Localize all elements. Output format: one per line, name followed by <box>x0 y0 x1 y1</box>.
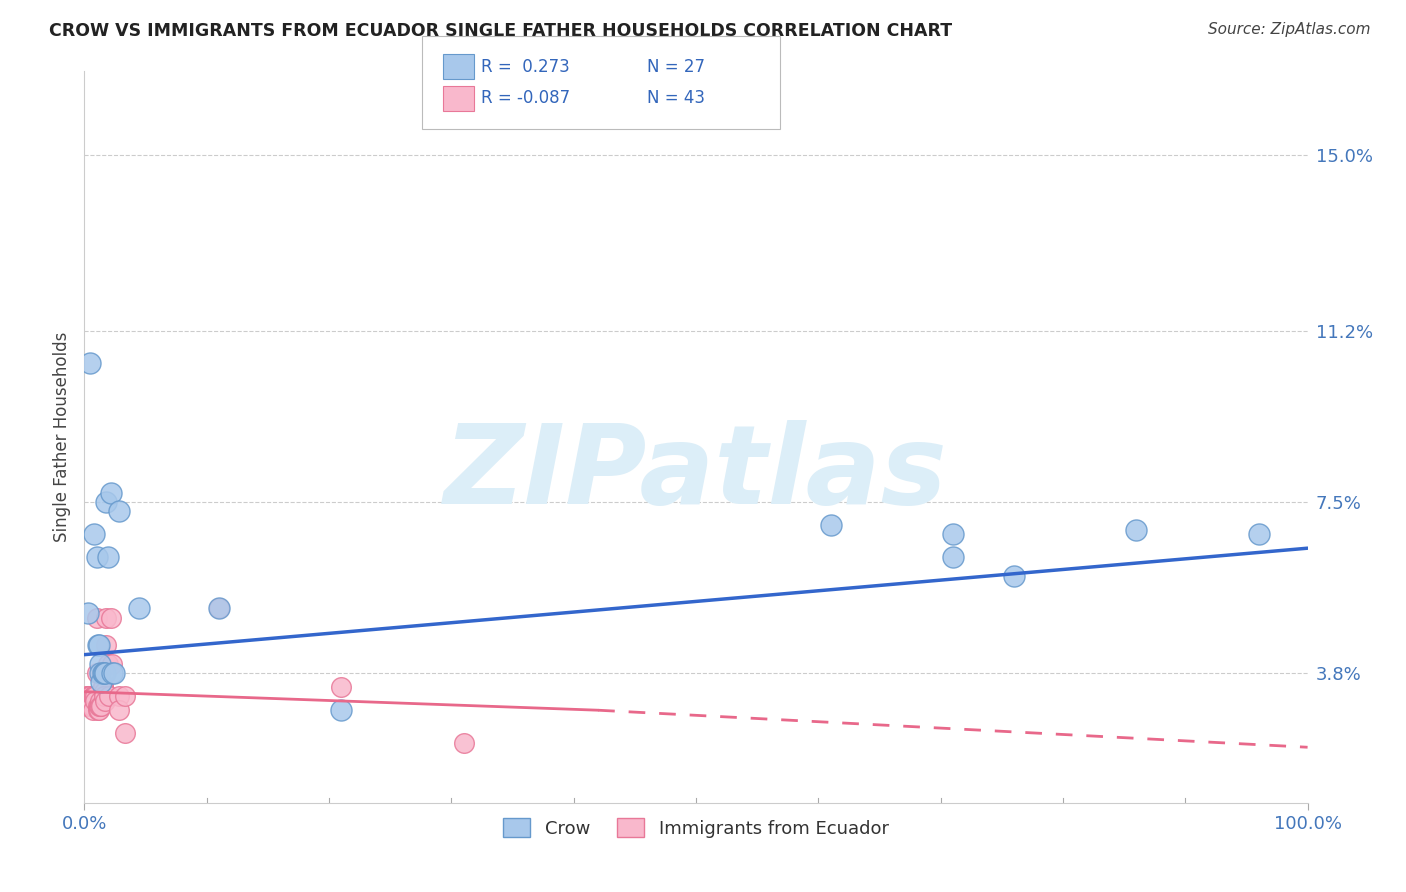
Point <box>96 495 118 509</box>
Point <box>101 666 124 681</box>
Point <box>77 690 100 704</box>
Point <box>89 698 111 713</box>
Point <box>87 698 110 713</box>
Point <box>76 698 98 713</box>
Point <box>100 610 122 624</box>
Point <box>86 550 108 565</box>
Point <box>107 703 129 717</box>
Point <box>86 610 108 624</box>
Point <box>103 666 125 681</box>
Point <box>208 601 231 615</box>
Point <box>77 694 100 708</box>
Point <box>330 680 353 694</box>
Text: Source: ZipAtlas.com: Source: ZipAtlas.com <box>1208 22 1371 37</box>
Point <box>100 485 122 500</box>
Point <box>79 356 101 370</box>
Point <box>87 703 110 717</box>
Text: R = -0.087: R = -0.087 <box>481 89 569 107</box>
Y-axis label: Single Father Households: Single Father Households <box>53 332 72 542</box>
Point <box>82 703 104 717</box>
Point <box>87 639 110 653</box>
Point <box>453 736 475 750</box>
Text: CROW VS IMMIGRANTS FROM ECUADOR SINGLE FATHER HOUSEHOLDS CORRELATION CHART: CROW VS IMMIGRANTS FROM ECUADOR SINGLE F… <box>49 22 952 40</box>
Point <box>97 550 120 565</box>
Point <box>107 504 129 518</box>
Point <box>97 690 120 704</box>
Point <box>1002 569 1025 583</box>
Point <box>330 703 353 717</box>
Point <box>94 666 117 681</box>
Point <box>90 698 112 713</box>
Point <box>114 726 136 740</box>
Text: N = 27: N = 27 <box>647 58 704 76</box>
Point <box>97 657 120 671</box>
Text: ZIPatlas: ZIPatlas <box>444 420 948 527</box>
Point <box>83 690 105 704</box>
Point <box>84 690 107 704</box>
Point <box>77 690 100 704</box>
Point <box>208 601 231 615</box>
Point <box>820 518 842 533</box>
Point <box>77 690 100 704</box>
Point <box>93 690 115 704</box>
Point <box>114 690 136 704</box>
Point <box>86 666 108 681</box>
Point <box>128 601 150 615</box>
Point <box>79 690 101 704</box>
Point <box>96 610 118 624</box>
Point <box>84 694 107 708</box>
Point <box>76 690 98 704</box>
Text: N = 43: N = 43 <box>647 89 704 107</box>
Point <box>91 680 114 694</box>
Point <box>96 639 118 653</box>
Point <box>80 698 103 713</box>
Point <box>942 550 965 565</box>
Point <box>93 684 115 698</box>
Legend: Crow, Immigrants from Ecuador: Crow, Immigrants from Ecuador <box>496 811 896 845</box>
Point <box>82 690 104 704</box>
Point <box>91 666 114 681</box>
Point <box>101 657 124 671</box>
Text: R =  0.273: R = 0.273 <box>481 58 569 76</box>
Point <box>80 694 103 708</box>
Point <box>87 639 110 653</box>
Point <box>1247 527 1270 541</box>
Point <box>77 606 100 620</box>
Point <box>1125 523 1147 537</box>
Point <box>83 690 105 704</box>
Point <box>91 680 114 694</box>
Point <box>89 666 111 681</box>
Point <box>93 666 115 681</box>
Point <box>87 698 110 713</box>
Point <box>87 703 110 717</box>
Point <box>942 527 965 541</box>
Point <box>107 690 129 704</box>
Point <box>90 675 112 690</box>
Point <box>94 694 117 708</box>
Point <box>83 527 105 541</box>
Point <box>79 698 101 713</box>
Point <box>89 694 111 708</box>
Point <box>89 657 111 671</box>
